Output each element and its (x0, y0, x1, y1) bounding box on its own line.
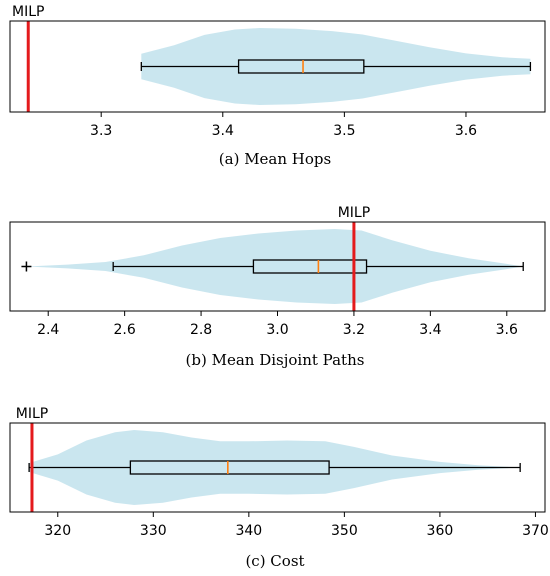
outlier-point (21, 261, 32, 272)
violin-body (29, 430, 521, 505)
iqr-box (252, 259, 368, 274)
x-tick-label: 320 (44, 523, 71, 539)
axes-frame (9, 422, 546, 513)
reference-label: MILP (338, 205, 370, 221)
x-tick-label: 340 (235, 523, 262, 539)
x-tick-label: 3.4 (212, 123, 234, 139)
x-tick-label: 330 (140, 523, 167, 539)
subplot-caption: (a) Mean Hops (219, 150, 331, 168)
subplot-caption: (b) Mean Disjoint Paths (186, 351, 365, 369)
panel-mean-disjoint-paths: 2.4 2.6 2.8 3.0 3.2 3.4 3.6 MILP (b) Mean Disjo… (9, 205, 546, 369)
x-tick-label: 3.6 (496, 322, 518, 338)
iqr-box (237, 59, 365, 74)
x-tick-label: 2.4 (37, 322, 59, 338)
reference-label: MILP (12, 4, 44, 20)
violin-body (141, 28, 531, 105)
x-tick-label: 2.6 (114, 322, 136, 338)
subplot-caption: (c) Cost (245, 552, 304, 570)
panel-mean-hops: 3.3 3.4 3.5 3.6 MILP (a) Mean Hops (9, 4, 546, 168)
reference-label: MILP (16, 406, 48, 422)
x-tick-label: 3.2 (343, 322, 365, 338)
violin-body (26, 229, 524, 304)
axes-frame (9, 20, 546, 113)
x-tick-label: 3.6 (455, 123, 477, 139)
x-tick-label: 3.0 (266, 322, 288, 338)
panel-cost: 320 330 340 350 360 370 MILP (c) Cost (9, 406, 549, 570)
x-tick-label: 360 (427, 523, 454, 539)
x-tick-label: 3.4 (419, 322, 441, 338)
x-tick-label: 3.5 (333, 123, 355, 139)
x-tick-label: 370 (522, 523, 549, 539)
x-tick-label: 2.8 (190, 322, 212, 338)
x-tick-label: 3.3 (90, 123, 112, 139)
iqr-box (129, 460, 330, 475)
x-tick-label: 350 (331, 523, 358, 539)
